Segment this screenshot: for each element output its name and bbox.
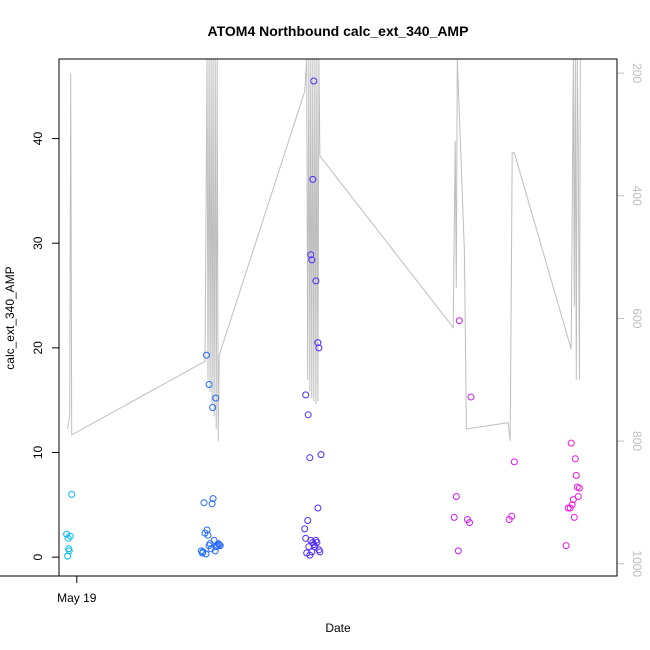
data-point [314, 504, 322, 512]
data-point [63, 530, 71, 538]
secondary-layer [67, 58, 581, 442]
data-point [510, 458, 518, 466]
data-point [567, 439, 575, 447]
data-point [508, 512, 516, 520]
data-point [306, 454, 314, 462]
data-point [571, 455, 579, 463]
axes-layer: May 11May 13May 15May 17May 190102030402… [0, 63, 644, 605]
y-axis-label: calc_ext_340_AMP [3, 266, 17, 369]
data-point [467, 393, 475, 401]
data-point [309, 175, 317, 183]
data-point [200, 499, 208, 507]
data-point [202, 550, 210, 558]
data-point [310, 77, 318, 85]
data-point [301, 525, 309, 533]
y-tick-label: 30 [31, 236, 45, 250]
secondary-tick-label: 200 [630, 63, 644, 83]
plot-frame [58, 58, 618, 577]
data-point [574, 493, 582, 500]
y-tick-label: 10 [31, 446, 45, 460]
x-tick-label: May 19 [57, 591, 97, 605]
y-tick-label: 20 [31, 341, 45, 355]
data-point [209, 495, 217, 503]
data-point [214, 540, 222, 548]
data-point [208, 500, 216, 508]
secondary-tick-label: 400 [630, 186, 644, 206]
data-point [216, 542, 224, 550]
data-point [302, 391, 310, 399]
data-point [575, 484, 583, 492]
data-point [209, 404, 217, 411]
secondary-series-line [67, 58, 581, 442]
data-point [65, 547, 73, 555]
data-point [315, 344, 323, 352]
y-tick-label: 40 [31, 132, 45, 146]
data-point [562, 542, 570, 550]
data-point [454, 547, 462, 555]
data-point [317, 451, 325, 459]
data-point [452, 493, 460, 500]
data-point [215, 541, 223, 549]
data-point [570, 513, 578, 521]
data-point [204, 531, 212, 539]
data-point [568, 501, 576, 509]
data-point [312, 277, 320, 285]
data-point [66, 532, 74, 540]
data-point [304, 411, 312, 419]
points-layer [63, 77, 583, 560]
data-point [203, 351, 210, 359]
data-point [212, 394, 220, 402]
data-point [455, 317, 463, 325]
data-point [68, 490, 76, 498]
secondary-tick-label: 800 [630, 431, 644, 451]
chart-title: ATOM4 Northbound calc_ext_340_AMP [208, 23, 469, 39]
data-point [203, 526, 211, 534]
secondary-tick-label: 1000 [630, 550, 644, 577]
data-point [314, 339, 322, 347]
data-point [308, 256, 316, 264]
data-point [450, 513, 458, 521]
data-point [304, 517, 312, 524]
data-point [64, 534, 72, 542]
x-axis-label: Date [325, 621, 351, 635]
data-point [307, 251, 315, 259]
data-point [316, 548, 324, 556]
data-point [313, 539, 321, 546]
secondary-tick-label: 600 [630, 308, 644, 328]
data-point [569, 496, 577, 504]
data-point [205, 381, 213, 388]
data-point [466, 519, 473, 527]
data-point [572, 472, 580, 479]
y-tick-label: 0 [31, 554, 45, 561]
data-point [308, 548, 316, 556]
